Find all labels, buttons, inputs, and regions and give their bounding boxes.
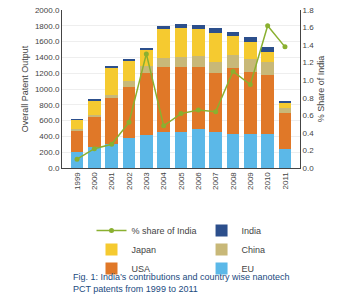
svg-text:Japan: Japan (132, 245, 157, 255)
svg-text:1400.0: 1400.0 (35, 53, 60, 62)
svg-text:China: China (242, 245, 266, 255)
svg-text:2008: 2008 (229, 172, 238, 190)
svg-text:2003: 2003 (142, 172, 151, 190)
svg-text:1999: 1999 (73, 172, 82, 190)
svg-text:1.4: 1.4 (303, 41, 315, 50)
svg-text:600.0: 600.0 (39, 116, 60, 125)
svg-text:0.4: 0.4 (303, 129, 315, 138)
svg-text:% Share of India: % Share of India (316, 56, 326, 123)
svg-text:2010: 2010 (263, 172, 272, 190)
svg-text:0.8: 0.8 (303, 94, 315, 103)
svg-text:200.0: 200.0 (39, 148, 60, 157)
svg-text:2000: 2000 (90, 172, 99, 190)
svg-text:1.0: 1.0 (303, 76, 315, 85)
svg-text:0.2: 0.2 (303, 146, 315, 155)
svg-text:1600.0: 1600.0 (35, 37, 60, 46)
svg-text:1000.0: 1000.0 (35, 85, 60, 94)
svg-text:2006: 2006 (194, 172, 203, 190)
svg-text:0.0: 0.0 (48, 164, 60, 173)
svg-text:400.0: 400.0 (39, 132, 60, 141)
svg-text:0.6: 0.6 (303, 111, 315, 120)
svg-text:1200.0: 1200.0 (35, 69, 60, 78)
svg-text:2000.0: 2000.0 (35, 6, 60, 15)
svg-text:1800.0: 1800.0 (35, 22, 60, 31)
svg-text:0.0: 0.0 (303, 164, 315, 173)
svg-text:1.2: 1.2 (303, 58, 315, 67)
svg-text:2007: 2007 (211, 172, 220, 190)
svg-text:2002: 2002 (125, 172, 134, 190)
svg-text:EU: EU (242, 264, 255, 274)
svg-text:Overall Patent Output: Overall Patent Output (20, 45, 30, 132)
svg-text:2009: 2009 (246, 172, 255, 190)
svg-text:1.6: 1.6 (303, 23, 315, 32)
svg-text:USA: USA (132, 264, 151, 274)
svg-text:% share of India: % share of India (132, 226, 197, 236)
svg-text:India: India (242, 226, 262, 236)
svg-text:2011: 2011 (281, 172, 290, 190)
svg-text:Fig. 1: India’s contributions: Fig. 1: India’s contributions and countr… (73, 272, 289, 294)
svg-text:1.8: 1.8 (303, 6, 315, 15)
svg-text:2004: 2004 (159, 172, 168, 190)
svg-text:2001: 2001 (107, 172, 116, 190)
svg-text:2005: 2005 (177, 172, 186, 190)
svg-text:800.0: 800.0 (39, 101, 60, 110)
